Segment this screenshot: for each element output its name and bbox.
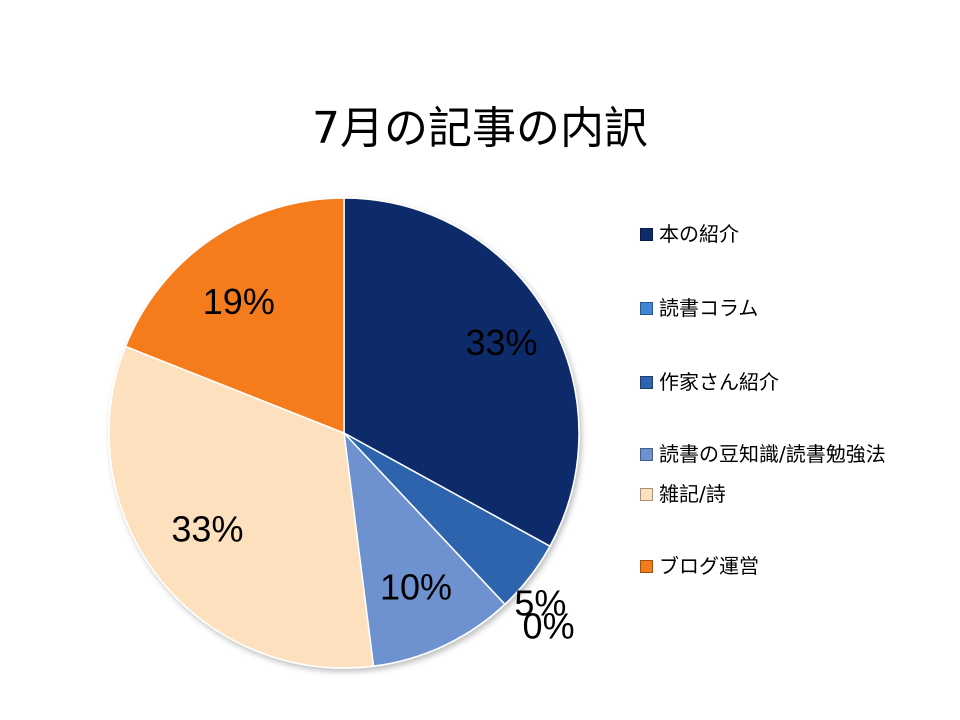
legend-label: 本の紹介	[659, 222, 739, 246]
legend-swatch	[640, 488, 653, 501]
legend-label: ブログ運営	[659, 554, 759, 578]
chart-title: 7月の記事の内訳	[312, 103, 648, 154]
legend-item-3: 読書の豆知識/読書勉強法	[640, 438, 940, 470]
slice-3	[342, 430, 506, 667]
legend-swatch	[640, 376, 653, 389]
legend-label: 読書の豆知識/読書勉強法	[659, 442, 886, 466]
data-label-0: 33%	[466, 322, 538, 363]
legend-swatch	[640, 302, 653, 315]
legend-item-5: ブログ運営	[640, 550, 940, 582]
slice-5	[124, 197, 345, 435]
slice-0	[343, 197, 580, 548]
data-label-3: 10%	[380, 567, 452, 608]
legend-swatch	[640, 448, 653, 461]
legend-swatch	[640, 228, 653, 241]
legend-label: 雑記/詩	[659, 482, 726, 506]
slice-4	[108, 345, 375, 669]
legend: 本の紹介読書コラム作家さん紹介読書の豆知識/読書勉強法 雑記/詩ブログ運営	[640, 218, 940, 582]
legend-label: 作家さん紹介	[659, 370, 779, 394]
data-label-4: 33%	[171, 509, 243, 550]
legend-item-0: 本の紹介	[640, 218, 940, 250]
legend-item-4: 雑記/詩	[640, 478, 940, 510]
legend-item-2: 読書コラム	[640, 292, 940, 324]
legend-item-1: 作家さん紹介	[640, 366, 940, 398]
legend-label: 読書コラム	[659, 296, 759, 320]
data-label-2: 0%	[523, 606, 575, 647]
data-label-5: 19%	[203, 281, 275, 322]
data-label-1: 5%	[514, 583, 566, 624]
legend-swatch	[640, 560, 653, 573]
